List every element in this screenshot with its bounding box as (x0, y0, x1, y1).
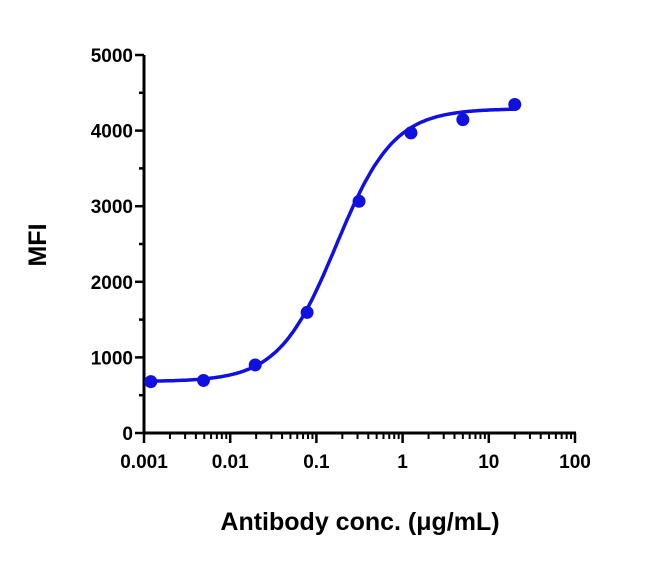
data-point (508, 98, 522, 112)
y-tick-label: 3000 (91, 197, 133, 218)
y-tick-label: 0 (122, 424, 133, 445)
fit-curve-group (150, 107, 515, 383)
y-tick-label: 4000 (91, 122, 133, 143)
x-axis-title: Antibody conc. (μg/mL) (220, 508, 499, 536)
x-tick-label: 0.01 (212, 452, 249, 473)
y-axis-title: MFI (24, 223, 52, 266)
data-point (144, 375, 158, 389)
axes: 0 1000 2000 3000 4000 5000 0.001 0.01 0.1 1 10 100 (91, 46, 591, 473)
data-point (456, 113, 470, 127)
data-point (300, 305, 314, 319)
data-point (404, 126, 418, 140)
data-points (144, 98, 522, 389)
y-tick-label: 5000 (91, 46, 133, 67)
x-tick-label: 10 (478, 452, 499, 473)
x-tick-label: 100 (559, 452, 591, 473)
fit-curve (150, 107, 515, 383)
data-point (196, 373, 210, 387)
x-tick-label: 0.1 (303, 452, 330, 473)
data-point (248, 358, 262, 372)
x-tick-label: 0.001 (120, 452, 168, 473)
y-tick-label: 1000 (91, 348, 133, 369)
data-point (352, 194, 366, 208)
x-tick-label: 1 (397, 452, 408, 473)
y-tick-label: 2000 (91, 273, 133, 294)
